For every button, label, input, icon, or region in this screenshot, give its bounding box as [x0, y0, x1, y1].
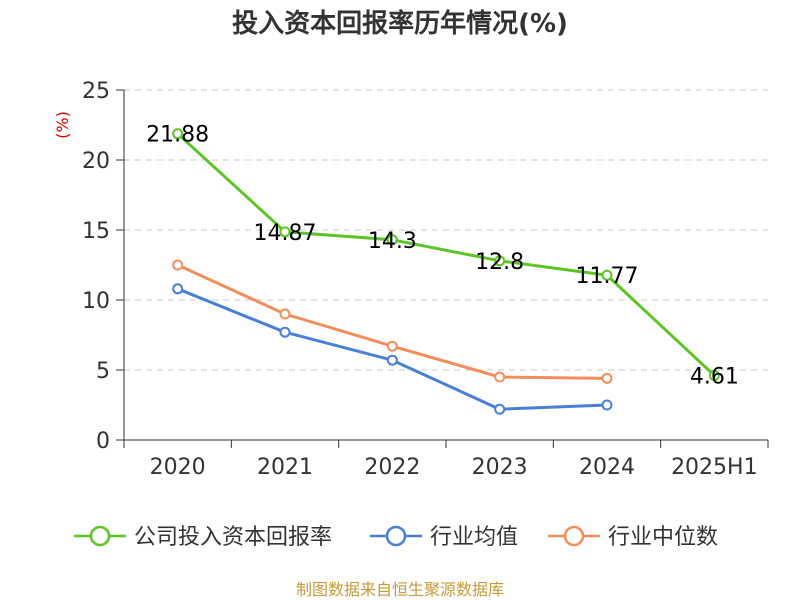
data-label: 4.61 [690, 364, 739, 389]
data-point [601, 372, 613, 384]
data-point [279, 326, 291, 338]
legend-item: 行业中位数 [548, 525, 718, 550]
series-group: 21.88 14.87 14.3 12.8 11.77 4.61 [146, 123, 739, 415]
source-note: 制图数据来自恒生聚源数据库 [296, 580, 504, 599]
x-tick-label: 2021 [257, 455, 313, 480]
series-0: 21.88 14.87 14.3 12.8 11.77 4.61 [146, 123, 739, 390]
legend-item: 公司投入资本回报率 [74, 525, 332, 550]
data-point [601, 269, 613, 281]
legend-label: 行业均值 [430, 525, 518, 550]
grid [124, 89, 768, 371]
series-2 [172, 259, 613, 384]
data-point [601, 399, 613, 411]
data-point [386, 340, 398, 352]
y-tick-label: 25 [82, 79, 110, 104]
x-tick-label: 2023 [472, 455, 528, 480]
data-point [494, 255, 506, 267]
legend-item: 行业均值 [370, 525, 518, 550]
data-label: 14.87 [254, 221, 317, 246]
data-label: 14.3 [368, 229, 417, 254]
data-label: 21.88 [146, 123, 209, 148]
data-point [494, 403, 506, 415]
y-tick-label: 20 [82, 149, 110, 174]
data-label: 12.8 [475, 250, 524, 275]
data-point [708, 369, 720, 381]
x-tick-label: 2022 [364, 455, 420, 480]
x-tick-label: 2024 [579, 455, 635, 480]
data-point [172, 283, 184, 295]
series-1 [172, 283, 613, 415]
x-tick-label: 2020 [150, 455, 206, 480]
data-point [172, 128, 184, 140]
legend: 公司投入资本回报率 行业均值 行业中位数 [74, 525, 718, 550]
data-point [386, 354, 398, 366]
data-point [279, 308, 291, 320]
data-point [279, 226, 291, 238]
chart-title: 投入资本回报率历年情况(%) [232, 8, 568, 39]
data-point [172, 259, 184, 271]
y-tick-label: 5 [96, 359, 110, 384]
legend-label: 公司投入资本回报率 [134, 525, 332, 550]
data-point [386, 234, 398, 246]
legend-marker [89, 525, 111, 547]
data-point [494, 371, 506, 383]
y-tick-label: 15 [82, 219, 110, 244]
x-tick-label: 2025H1 [671, 455, 758, 480]
y-axis-unit: (%) [53, 111, 72, 139]
legend-marker [563, 525, 585, 547]
axes: 0 5 10 15 20 25 2020 2021 2022 2023 2024 2025H1 [82, 79, 769, 480]
y-tick-label: 0 [96, 429, 110, 454]
legend-marker [385, 525, 407, 547]
series-line [176, 132, 716, 377]
data-label: 11.77 [576, 264, 639, 289]
legend-label: 行业中位数 [608, 525, 718, 550]
y-tick-label: 10 [82, 289, 110, 314]
